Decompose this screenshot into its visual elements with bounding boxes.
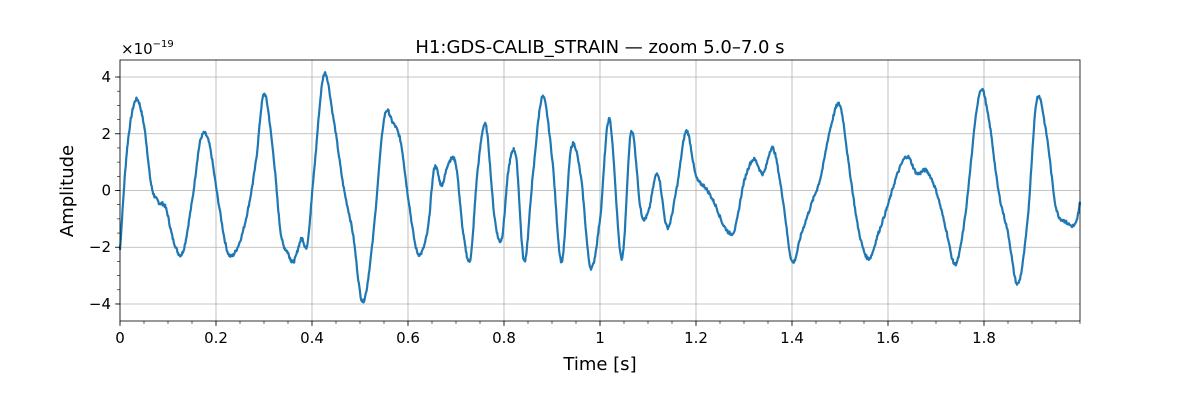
x-axis-label: Time [s]: [562, 354, 636, 375]
grid-lines: [119, 60, 1080, 321]
y-multiplier-exponent: −19: [153, 39, 174, 50]
x-tick-label: 1.8: [972, 329, 996, 347]
chart-title: H1:GDS-CALIB_STRAIN — zoom 5.0–7.0 s: [415, 37, 784, 58]
y-axis-ticks: −4 −2 0 2 4: [89, 68, 120, 313]
y-axis-label: Amplitude: [57, 145, 78, 237]
x-axis-ticks: 0 0.2 0.4 0.6 0.8 1 1.2 1.4 1.6 1.8: [115, 321, 1081, 347]
x-tick-label: 1.2: [684, 329, 708, 347]
y-tick-label: 4: [101, 68, 111, 86]
x-tick-label: 0.4: [300, 329, 324, 347]
y-tick-label: −2: [89, 238, 111, 256]
x-tick-label: 0.2: [204, 329, 228, 347]
x-tick-label: 1.6: [876, 329, 900, 347]
y-multiplier-base: ×10: [121, 40, 153, 58]
x-tick-label: 0: [115, 329, 125, 347]
series-line: [118, 71, 1082, 304]
x-tick-label: 0.6: [396, 329, 420, 347]
y-tick-label: 0: [101, 182, 111, 200]
y-tick-label: −4: [89, 295, 111, 313]
x-tick-label: 1.4: [780, 329, 804, 347]
y-multiplier: ×10−19: [121, 39, 174, 58]
y-tick-label: 2: [101, 125, 111, 143]
x-tick-label: 0.8: [492, 329, 516, 347]
x-tick-label: 1: [595, 329, 605, 347]
